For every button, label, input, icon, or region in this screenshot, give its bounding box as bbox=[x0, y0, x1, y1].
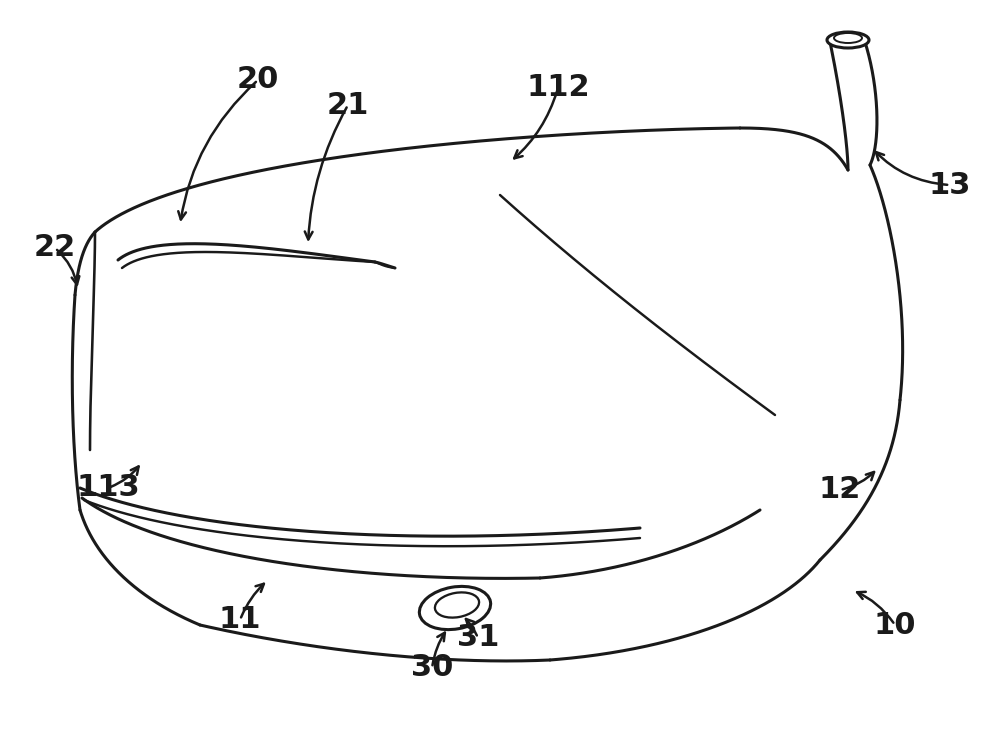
Text: 21: 21 bbox=[327, 90, 369, 120]
Text: 10: 10 bbox=[874, 611, 916, 639]
Ellipse shape bbox=[827, 32, 869, 48]
Text: 12: 12 bbox=[819, 476, 861, 504]
Text: 11: 11 bbox=[219, 606, 261, 634]
Text: 31: 31 bbox=[457, 623, 499, 653]
Ellipse shape bbox=[834, 33, 862, 43]
Text: 112: 112 bbox=[526, 73, 590, 103]
Ellipse shape bbox=[435, 592, 479, 617]
Ellipse shape bbox=[419, 586, 491, 630]
Text: 30: 30 bbox=[411, 653, 453, 683]
Text: 20: 20 bbox=[237, 65, 279, 95]
Text: 22: 22 bbox=[34, 233, 76, 263]
Text: 113: 113 bbox=[76, 473, 140, 503]
Text: 13: 13 bbox=[929, 170, 971, 200]
